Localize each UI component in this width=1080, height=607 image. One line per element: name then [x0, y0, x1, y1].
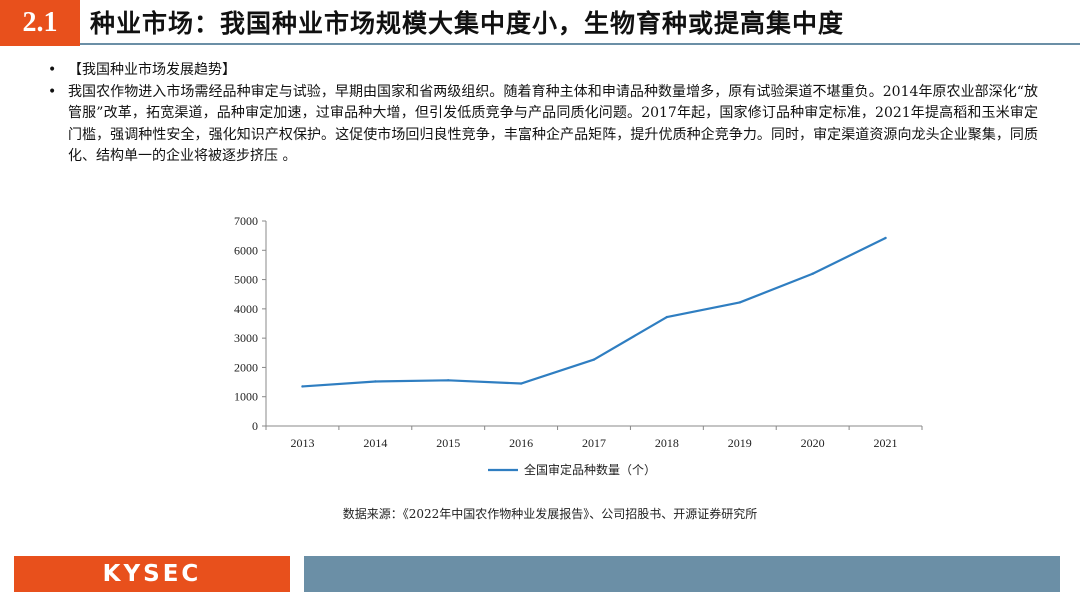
x-tick-label: 2020: [801, 436, 825, 450]
y-tick-label: 2000: [234, 360, 258, 374]
data-point: [519, 382, 523, 385]
footer-bar: [304, 556, 1060, 592]
y-tick-label: 7000: [234, 214, 258, 228]
x-tick-label: 2014: [363, 436, 387, 450]
bullet-heading: 【我国种业市场发展趋势】: [68, 62, 236, 78]
section-number: 2.1: [0, 0, 80, 46]
x-tick-label: 2017: [582, 436, 606, 450]
data-point: [884, 236, 887, 240]
y-tick-label: 4000: [234, 302, 258, 316]
data-point: [374, 380, 377, 383]
x-tick-label: 2013: [290, 436, 314, 450]
x-tick-label: 2015: [436, 436, 460, 450]
header-bar: 2.1 种业市场：我国种业市场规模大集中度小，生物育种或提高集中度: [0, 0, 1080, 46]
y-tick-label: 0: [252, 419, 258, 433]
page-title: 种业市场：我国种业市场规模大集中度小，生物育种或提高集中度: [90, 9, 845, 38]
bullet-item: • 【我国种业市场发展趋势】: [48, 60, 1038, 82]
y-tick-label: 6000: [234, 243, 258, 257]
header-divider: [80, 43, 1080, 45]
data-point: [592, 358, 596, 361]
y-tick-label: 5000: [234, 273, 258, 287]
source-note: 数据来源：《2022年中国农作物种业发展报告》、公司招股书、开源证券研究所: [342, 507, 758, 521]
data-point: [738, 301, 741, 304]
legend-label: 全国审定品种数量（个）: [524, 462, 656, 477]
y-tick-label: 1000: [234, 390, 258, 404]
bullet-dot-icon: •: [48, 83, 57, 100]
data-point: [447, 379, 450, 382]
x-tick-label: 2019: [728, 436, 752, 450]
x-tick-label: 2021: [874, 436, 898, 450]
y-tick-label: 3000: [234, 331, 258, 345]
bullet-dot-icon: •: [48, 62, 57, 78]
x-tick-label: 2016: [509, 436, 533, 450]
data-point: [301, 385, 304, 388]
kysec-logo: KYSEC: [14, 556, 290, 592]
line-chart: 0 1000 2000 3000 4000 5000 6000 7000 2013 2014 201…: [230, 205, 940, 495]
chart-svg: 0 1000 2000 3000 4000 5000 6000 7000 2013 2014 201…: [234, 214, 923, 477]
x-tick-label: 2018: [655, 436, 679, 450]
bullet-item: • 我国农作物进入市场需经品种审定与试验，早期由国家和省两级组织。随着育种主体和…: [48, 82, 1038, 168]
data-point: [665, 315, 669, 319]
data-point: [811, 272, 814, 275]
bullet-paragraph: 我国农作物进入市场需经品种审定与试验，早期由国家和省两级组织。随着育种主体和申请…: [68, 83, 1038, 165]
series-line: [302, 236, 887, 388]
bullet-list: • 【我国种业市场发展趋势】 • 我国农作物进入市场需经品种审定与试验，早期由国…: [48, 60, 1038, 168]
